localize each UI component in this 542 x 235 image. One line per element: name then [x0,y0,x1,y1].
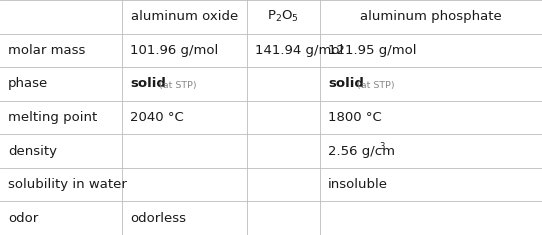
Text: insoluble: insoluble [328,178,388,191]
Text: density: density [8,145,57,158]
Text: 2.56 g/cm: 2.56 g/cm [328,145,395,158]
Text: phase: phase [8,77,48,90]
Text: 2040 °C: 2040 °C [130,111,184,124]
Text: (at STP): (at STP) [159,81,197,90]
Text: solid: solid [130,77,166,90]
Text: 121.95 g/mol: 121.95 g/mol [328,44,416,57]
Text: molar mass: molar mass [8,44,86,57]
Text: aluminum oxide: aluminum oxide [131,10,238,23]
Text: 1800 °C: 1800 °C [328,111,382,124]
Text: (at STP): (at STP) [357,81,395,90]
Text: 141.94 g/mol: 141.94 g/mol [255,44,343,57]
Text: aluminum phosphate: aluminum phosphate [360,10,502,23]
Text: solubility in water: solubility in water [8,178,127,191]
Text: odorless: odorless [130,212,186,225]
Text: melting point: melting point [8,111,98,124]
Text: odor: odor [8,212,38,225]
Text: 101.96 g/mol: 101.96 g/mol [130,44,218,57]
Text: $\mathregular{P_2O_5}$: $\mathregular{P_2O_5}$ [267,9,299,24]
Text: solid: solid [328,77,364,90]
Text: 3: 3 [379,142,385,151]
